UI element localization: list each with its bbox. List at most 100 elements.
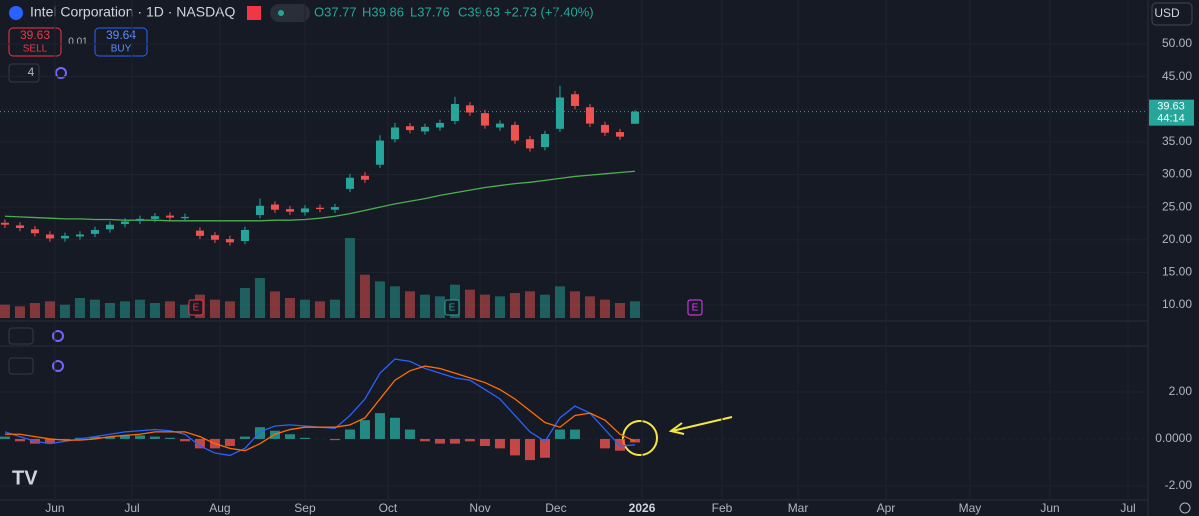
x-tick-label: Nov (469, 501, 490, 515)
histogram-bar (449, 438, 460, 444)
volume-bar (224, 301, 235, 318)
buy-label: BUY (111, 44, 132, 55)
settings-icon[interactable] (1179, 502, 1191, 514)
histogram-bar (164, 437, 175, 439)
candle-body (240, 229, 249, 242)
volume-bar (629, 301, 640, 318)
histogram-bar (539, 438, 550, 458)
volume-bar (374, 281, 385, 318)
histogram-bar (494, 438, 505, 449)
indicator-count: 4 (28, 65, 35, 79)
x-tick-label: Jun (45, 501, 64, 515)
y-tick-label: -2.00 (1165, 478, 1193, 492)
logo (9, 6, 23, 20)
candle-body (75, 234, 84, 237)
ohlc-value: L37.76 (410, 4, 450, 19)
volume-bar (74, 298, 85, 318)
y-tick-label: 20.00 (1162, 232, 1192, 246)
histogram-bar (299, 437, 310, 439)
candle-body (345, 177, 354, 189)
volume-bar (299, 299, 310, 318)
y-tick-label: 50.00 (1162, 36, 1192, 50)
histogram-bar (89, 436, 100, 439)
candle-body (150, 216, 159, 219)
status-pill (270, 4, 310, 22)
annotation-arrowhead (668, 422, 685, 435)
currency-button[interactable] (1151, 2, 1193, 26)
status-dot (278, 10, 284, 16)
histogram-bar (479, 438, 490, 447)
x-tick-label: Oct (379, 501, 398, 515)
histogram-bar (464, 438, 475, 442)
y-tick-label: 45.00 (1162, 69, 1192, 83)
candle-body (630, 111, 639, 124)
volume-bar (389, 286, 400, 318)
candle-body (495, 123, 504, 128)
buy-button[interactable] (94, 27, 148, 57)
y-tick-label: 0.0000 (1155, 431, 1192, 445)
candle-body (435, 122, 444, 128)
histogram-bar (194, 438, 205, 449)
histogram-bar (554, 429, 565, 439)
x-tick-label: Jul (124, 501, 139, 515)
volume-bar (344, 238, 355, 318)
volume-bar (599, 299, 610, 318)
volume-bar (134, 299, 145, 318)
candle-body (330, 207, 339, 210)
y-tick-label: 25.00 (1162, 199, 1192, 213)
y-tick-label: 10.00 (1162, 297, 1192, 311)
collapse-button[interactable] (8, 357, 34, 375)
volume-bar (59, 304, 70, 318)
candle-body (105, 224, 114, 230)
histogram-bar (119, 435, 130, 439)
x-tick-label: Jul (1120, 501, 1135, 515)
candle-body (285, 209, 294, 212)
candle-body (90, 229, 99, 234)
volume-bar (404, 291, 415, 318)
x-tick-label: May (959, 501, 982, 515)
x-tick-label: Feb (712, 501, 733, 515)
volume-bar (494, 296, 505, 318)
indicator-toggle[interactable] (8, 63, 40, 83)
candle-body (405, 126, 414, 131)
collapse-button[interactable] (8, 327, 34, 345)
histogram-bar (509, 438, 520, 456)
tv-logo: TV (12, 467, 38, 489)
histogram-bar (329, 438, 340, 441)
sell-button[interactable] (8, 27, 62, 57)
candle-body (30, 229, 39, 234)
sell-label: SELL (23, 44, 48, 55)
histogram-bar (374, 413, 385, 439)
annotation-circle (622, 420, 658, 456)
signal-line (4, 365, 636, 452)
candle-body (525, 139, 534, 149)
volume-bar (569, 291, 580, 318)
volume-bar (0, 304, 10, 318)
event-label: E (449, 303, 456, 314)
volume-bar (149, 303, 160, 318)
histogram-bar (254, 427, 265, 439)
candle-body (570, 94, 579, 106)
moving-average (4, 170, 636, 222)
volume-bar (269, 291, 280, 318)
x-tick-label: Mar (788, 501, 809, 515)
volume-bar (554, 286, 565, 318)
histogram-bar (0, 436, 10, 439)
histogram-bar (569, 429, 580, 439)
last-price-tag (1149, 99, 1194, 126)
histogram-bar (359, 420, 370, 439)
histogram-bar (14, 438, 25, 442)
histogram-bar (239, 436, 250, 439)
volume-bar (89, 299, 100, 318)
event-label: E (692, 303, 699, 314)
candle-body (15, 225, 24, 228)
volume-bar (209, 299, 220, 318)
histogram-bar (434, 438, 445, 444)
y-tick-label: 35.00 (1162, 134, 1192, 148)
event-label: E (193, 303, 200, 314)
y-tick-label: 15.00 (1162, 265, 1192, 279)
flag[interactable] (247, 6, 261, 20)
histogram-bar (344, 429, 355, 439)
